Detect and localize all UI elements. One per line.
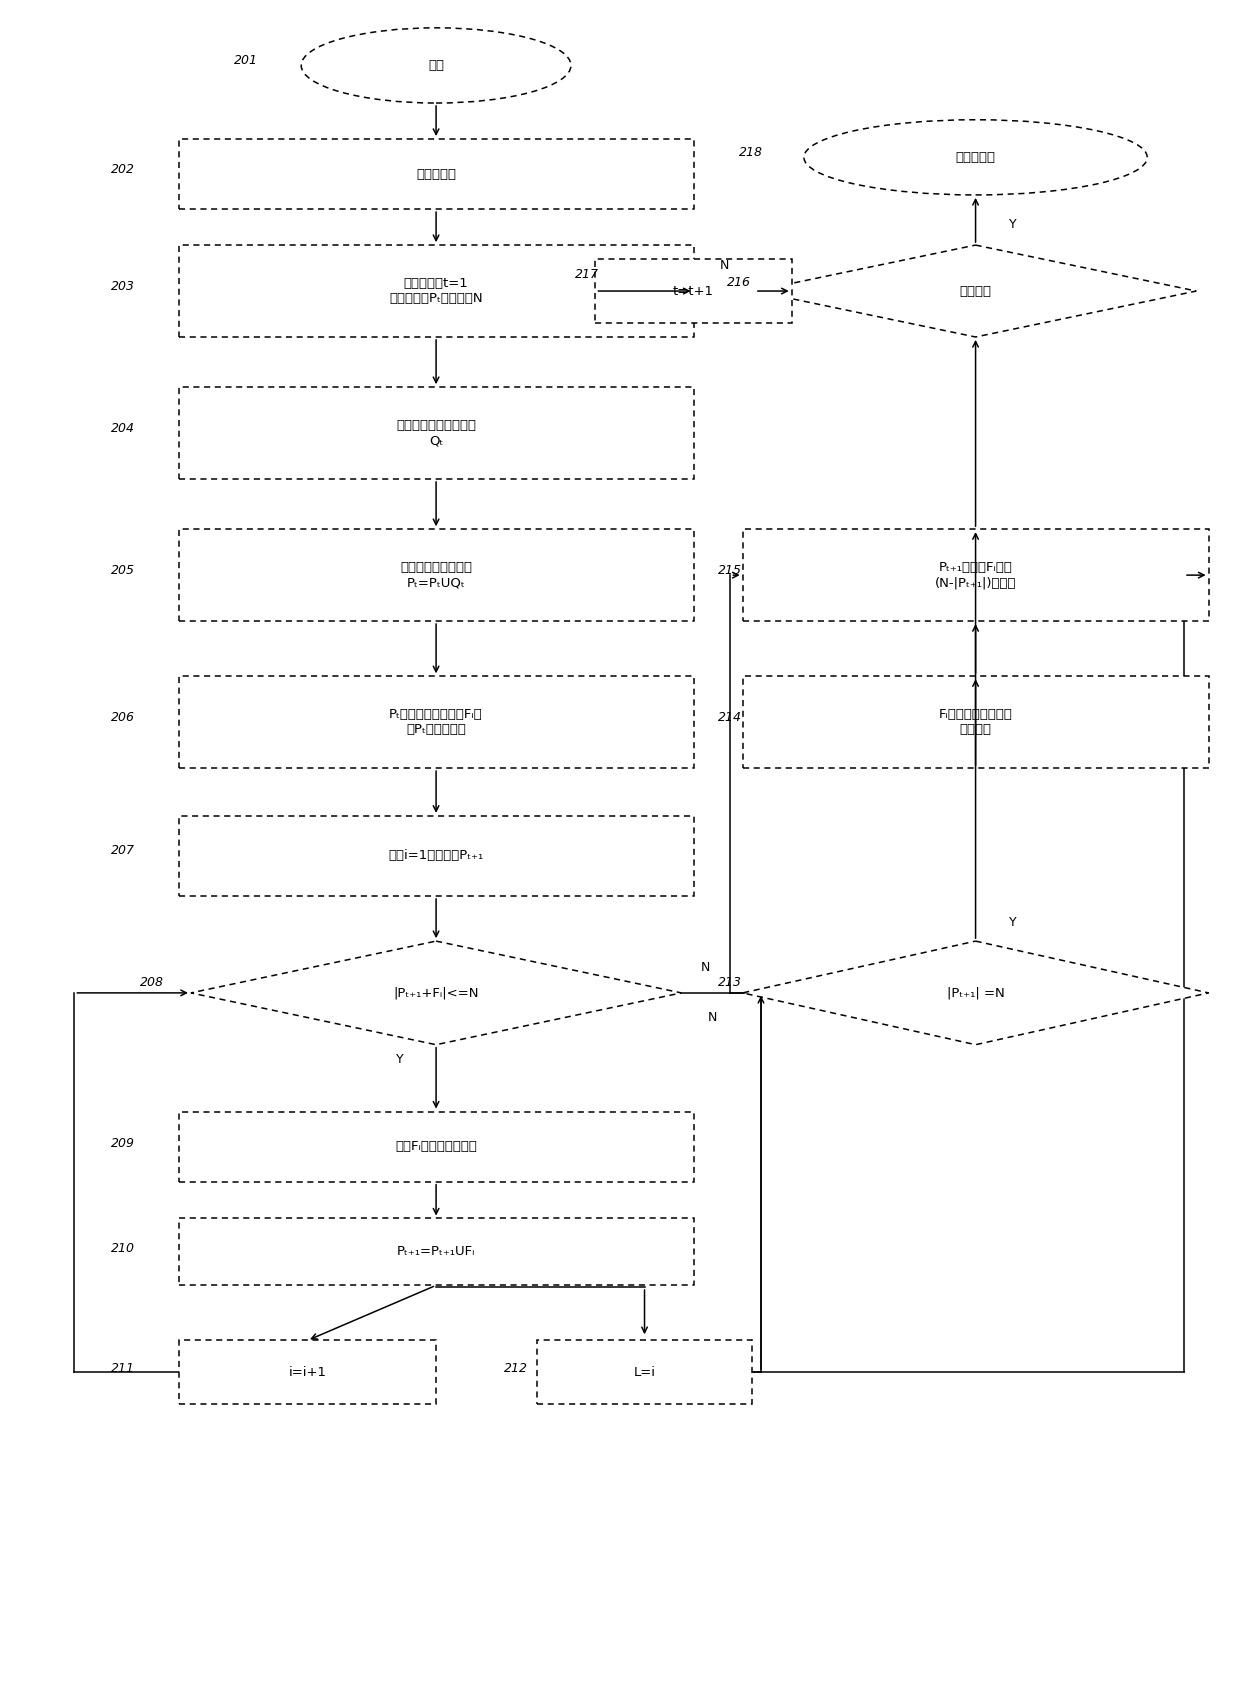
Polygon shape	[755, 244, 1197, 337]
Text: 212: 212	[503, 1363, 528, 1375]
Polygon shape	[191, 942, 681, 1045]
Text: 204: 204	[112, 421, 135, 435]
Text: 计算Fᵢ中个体聚集距离: 计算Fᵢ中个体聚集距离	[396, 1141, 477, 1153]
Text: 217: 217	[575, 268, 599, 281]
Text: 终止进化: 终止进化	[960, 285, 992, 298]
Text: N: N	[719, 259, 729, 273]
Ellipse shape	[301, 29, 570, 103]
FancyBboxPatch shape	[179, 1218, 693, 1286]
FancyBboxPatch shape	[179, 1112, 693, 1181]
Text: 209: 209	[112, 1137, 135, 1149]
FancyBboxPatch shape	[743, 529, 1209, 622]
Text: 进化代数：t=1
初始化种群Pₜ，规模为N: 进化代数：t=1 初始化种群Pₜ，规模为N	[389, 276, 482, 305]
Text: |Pₜ₊₁| =N: |Pₜ₊₁| =N	[946, 986, 1004, 999]
Text: 201: 201	[234, 54, 258, 67]
FancyBboxPatch shape	[179, 138, 693, 209]
Text: i=i+1: i=i+1	[289, 1367, 326, 1378]
FancyBboxPatch shape	[537, 1341, 751, 1404]
FancyBboxPatch shape	[179, 388, 693, 479]
Text: 205: 205	[112, 563, 135, 576]
Text: Pₜ₊₁中并入Fᵢ中前
(N-|Pₜ₊₁|)个个体: Pₜ₊₁中并入Fᵢ中前 (N-|Pₜ₊₁|)个个体	[935, 561, 1017, 590]
Ellipse shape	[804, 120, 1147, 195]
Text: 染色体解码: 染色体解码	[956, 152, 996, 163]
FancyBboxPatch shape	[179, 529, 693, 622]
Text: 207: 207	[112, 844, 135, 858]
FancyBboxPatch shape	[179, 1341, 436, 1404]
Text: 合并父种群与子种群
Pₜ=PₜUQₜ: 合并父种群与子种群 Pₜ=PₜUQₜ	[401, 561, 472, 590]
Polygon shape	[743, 942, 1209, 1045]
Text: Y: Y	[1008, 217, 1016, 231]
Text: Y: Y	[1008, 917, 1016, 928]
Text: 213: 213	[718, 976, 743, 989]
FancyBboxPatch shape	[179, 676, 693, 768]
Text: t=t+1: t=t+1	[673, 285, 714, 298]
Text: 交叉、变异形成子种群
Qₜ: 交叉、变异形成子种群 Qₜ	[396, 420, 476, 447]
Text: 208: 208	[140, 976, 164, 989]
Text: 203: 203	[112, 280, 135, 293]
Text: Pₜ个体非支配分层（Fᵢ）
对Pₜ非支配排序: Pₜ个体非支配分层（Fᵢ） 对Pₜ非支配排序	[389, 708, 482, 736]
Text: N: N	[707, 1011, 717, 1024]
Text: |Pₜ₊₁+Fᵢ|<=N: |Pₜ₊₁+Fᵢ|<=N	[393, 986, 479, 999]
Text: 开始: 开始	[428, 59, 444, 72]
FancyBboxPatch shape	[595, 259, 791, 324]
Text: 210: 210	[112, 1242, 135, 1255]
Text: N: N	[701, 962, 711, 974]
FancyBboxPatch shape	[179, 244, 693, 337]
Text: 211: 211	[112, 1363, 135, 1375]
Text: 206: 206	[112, 711, 135, 723]
Text: Y: Y	[396, 1053, 403, 1067]
Text: 215: 215	[718, 563, 743, 576]
Text: L=i: L=i	[634, 1367, 656, 1378]
Text: 染色体编码: 染色体编码	[417, 167, 456, 180]
Text: 218: 218	[739, 147, 763, 158]
Text: 216: 216	[727, 276, 751, 290]
Text: Fᵢ中个体按聚集距离
降序排列: Fᵢ中个体按聚集距离 降序排列	[939, 708, 1013, 736]
Text: Pₜ₊₁=Pₜ₊₁UFᵢ: Pₜ₊₁=Pₜ₊₁UFᵢ	[397, 1245, 475, 1259]
FancyBboxPatch shape	[179, 816, 693, 896]
Text: 设置i=1，初始化Pₜ₊₁: 设置i=1，初始化Pₜ₊₁	[388, 849, 484, 863]
Text: 202: 202	[112, 162, 135, 175]
Text: 214: 214	[718, 711, 743, 723]
FancyBboxPatch shape	[743, 676, 1209, 768]
